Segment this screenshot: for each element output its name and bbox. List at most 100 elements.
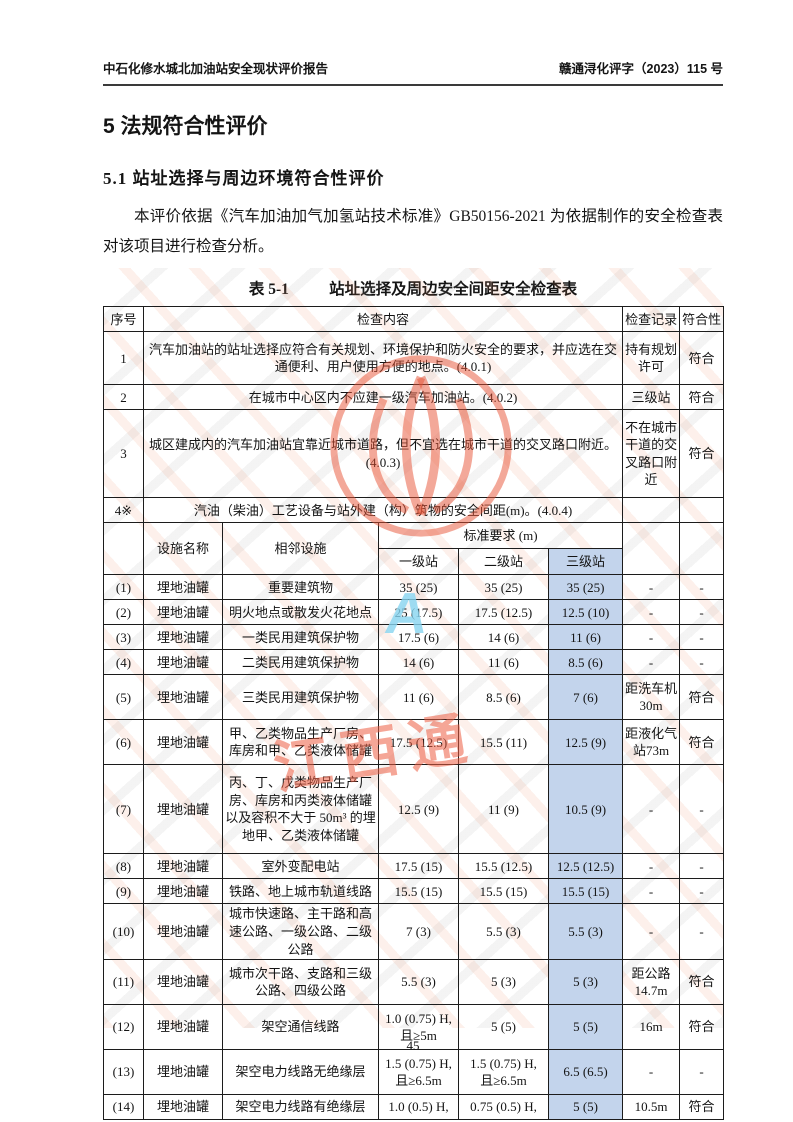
cell-conform-empty xyxy=(679,522,725,576)
cell-seq: (13) xyxy=(103,1049,144,1096)
cell-facility: 埋地油罐 xyxy=(143,599,223,626)
cell-facility: 埋地油罐 xyxy=(143,878,223,905)
cell-level3: 5 (5) xyxy=(547,1094,624,1121)
cell-adjacent: 一类民用建筑保护物 xyxy=(222,624,379,651)
cell-level3: 12.5 (10) xyxy=(547,599,624,626)
cell-record: 不在城市干道的交叉路口附近 xyxy=(622,409,681,499)
cell-level2: 35 (25) xyxy=(458,574,549,601)
cell-conform: - xyxy=(679,903,725,961)
cell-level2: 1.5 (0.75) H, 且≥6.5m xyxy=(458,1049,549,1096)
section-heading: 5 法规符合性评价 xyxy=(103,115,268,138)
cell-adjacent: 铁路、地上城市轨道线路 xyxy=(222,878,379,905)
table-title-text: 站址选择及周边安全间距安全检查表 xyxy=(329,281,578,299)
subheader-row-2: 一级站 二级站 三级站 xyxy=(104,548,724,576)
cell-level1: 35 (25) xyxy=(378,574,459,601)
subheader-adjacent: 相邻设施 xyxy=(222,522,379,576)
cell-seq: (9) xyxy=(103,878,144,905)
col-header-content: 检查内容 xyxy=(142,306,624,333)
cell-record: 三级站 xyxy=(622,384,681,411)
cell-adjacent: 重要建筑物 xyxy=(222,574,379,601)
cell-level2: 5 (3) xyxy=(458,959,549,1006)
table-row: (5) 埋地油罐 三类民用建筑保护物 11 (6) 8.5 (6) 7 (6) … xyxy=(103,674,725,721)
cell-adjacent: 丙、丁、戊类物品生产厂房、库房和丙类液体储罐以及容积不大于 50m³ 的埋地甲、… xyxy=(222,764,379,855)
cell-seq: (6) xyxy=(103,719,144,766)
cell-level3: 5 (3) xyxy=(547,959,624,1006)
cell-record: - xyxy=(622,764,681,855)
cell-adjacent: 甲、乙类物品生产厂房、库房和甲、乙类液体储罐 xyxy=(222,719,379,766)
cell-level2: 11 (9) xyxy=(458,764,549,855)
cell-record: - xyxy=(622,599,681,626)
table-number-label: 表 5-1 xyxy=(248,281,289,299)
cell-adjacent: 三类民用建筑保护物 xyxy=(222,674,379,721)
running-header: 中石化修水城北加油站安全现状评价报告 赣通浔化评字（2023）115 号 xyxy=(103,58,723,86)
table-row: (8) 埋地油罐 室外变配电站 17.5 (15) 15.5 (12.5) 12… xyxy=(103,853,725,880)
cell-record: 10.5m xyxy=(622,1094,681,1121)
header-left-title: 中石化修水城北加油站安全现状评价报告 xyxy=(103,62,329,76)
cell-conform: - xyxy=(679,764,725,855)
cell-adjacent: 室外变配电站 xyxy=(222,853,379,880)
cell-seq: (10) xyxy=(103,903,144,961)
cell-level2: 17.5 (12.5) xyxy=(458,599,549,626)
cell-level2: 11 (6) xyxy=(458,649,549,676)
cell-record: - xyxy=(622,624,681,651)
cell-conform: 符合 xyxy=(679,384,725,411)
cell-record xyxy=(622,497,681,524)
cell-content: 在城市中心区内不应建一级汽车加油站。(4.0.2) xyxy=(142,384,624,411)
subheader-level2: 二级站 xyxy=(458,548,549,576)
cell-record: 距公路14.7m xyxy=(622,959,681,1006)
cell-conform: - xyxy=(679,1049,725,1096)
cell-level2: 5.5 (3) xyxy=(458,903,549,961)
cell-seq: (4) xyxy=(103,649,144,676)
cell-conform: 符合 xyxy=(679,331,725,386)
cell-record: - xyxy=(622,903,681,961)
body-paragraph: 本评价依据《汽车加油加气加氢站技术标准》GB50156-2021 为依据制作的安… xyxy=(103,208,723,256)
cell-record: 16m xyxy=(622,1004,681,1051)
cell-level2: 0.75 (0.5) H, xyxy=(458,1094,549,1121)
cell-conform: 符合 xyxy=(679,1094,725,1121)
cell-level1: 7 (3) xyxy=(378,903,459,961)
cell-level1: 25 (17.5) xyxy=(378,599,459,626)
table-row: 2 在城市中心区内不应建一级汽车加油站。(4.0.2) 三级站 符合 xyxy=(103,384,725,411)
cell-conform: 符合 xyxy=(679,674,725,721)
cell-facility: 埋地油罐 xyxy=(143,574,223,601)
cell-level2: 14 (6) xyxy=(458,624,549,651)
cell-seq: 1 xyxy=(103,331,144,386)
cell-conform: - xyxy=(679,624,725,651)
cell-level2: 15.5 (12.5) xyxy=(458,853,549,880)
cell-facility: 埋地油罐 xyxy=(143,719,223,766)
cell-seq: (12) xyxy=(103,1004,144,1051)
table-row: (1) 埋地油罐 重要建筑物 35 (25) 35 (25) 35 (25) -… xyxy=(103,574,725,601)
cell-seq: 3 xyxy=(103,409,144,499)
page-content: 中石化修水城北加油站安全现状评价报告 赣通浔化评字（2023）115 号 5 法… xyxy=(103,58,725,1121)
cell-level2: 8.5 (6) xyxy=(458,674,549,721)
cell-level3: 8.5 (6) xyxy=(547,649,624,676)
table-title: 表 5-1 站址选择及周边安全间距安全检查表 xyxy=(103,277,723,299)
cell-facility: 埋地油罐 xyxy=(143,674,223,721)
col-header-record: 检查记录 xyxy=(622,306,681,333)
cell-content: 城区建成内的汽车加油站宜靠近城市道路，但不宜选在城市干道的交叉路口附近。 (4.… xyxy=(142,409,624,499)
cell-conform: 符合 xyxy=(679,959,725,1006)
cell-conform xyxy=(679,497,725,524)
cell-level3: 15.5 (15) xyxy=(547,878,624,905)
cell-level1: 17.5 (6) xyxy=(378,624,459,651)
col-header-seq: 序号 xyxy=(103,306,144,333)
table-row: (12) 埋地油罐 架空通信线路 1.0 (0.75) H, 且≥5m 5 (5… xyxy=(103,1004,725,1051)
cell-seq: (3) xyxy=(103,624,144,651)
cell-level2: 15.5 (15) xyxy=(458,878,549,905)
cell-record: - xyxy=(622,649,681,676)
cell-level3: 10.5 (9) xyxy=(547,764,624,855)
cell-record: 距液化气站73m xyxy=(622,719,681,766)
table-row: (14) 埋地油罐 架空电力线路有绝缘层 1.0 (0.5) H, 0.75 (… xyxy=(103,1094,725,1121)
cell-facility: 埋地油罐 xyxy=(143,764,223,855)
subheader-row-1: 设施名称 相邻设施 标准要求 (m) xyxy=(103,522,725,576)
table-row: 4※ 汽油（柴油）工艺设备与站外建（构）筑物的安全间距(m)。(4.0.4) xyxy=(103,497,725,524)
cell-conform: - xyxy=(679,649,725,676)
cell-conform: 符合 xyxy=(679,719,725,766)
cell-seq: 4※ xyxy=(103,497,144,524)
cell-facility: 埋地油罐 xyxy=(143,959,223,1006)
cell-level1: 1.5 (0.75) H, 且≥6.5m xyxy=(378,1049,459,1096)
table-row: (4) 埋地油罐 二类民用建筑保护物 14 (6) 11 (6) 8.5 (6)… xyxy=(103,649,725,676)
table-row: (2) 埋地油罐 明火地点或散发火花地点 25 (17.5) 17.5 (12.… xyxy=(103,599,725,626)
cell-seq: 2 xyxy=(103,384,144,411)
cell-record: - xyxy=(622,878,681,905)
